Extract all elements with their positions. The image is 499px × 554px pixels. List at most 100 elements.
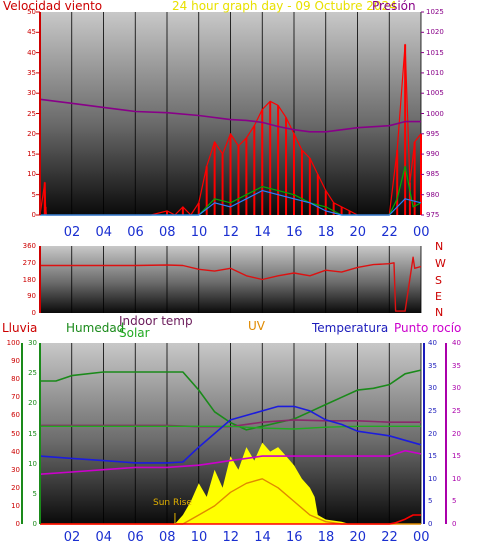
temp-y-tick: 20: [428, 429, 437, 438]
humidity-y-tick: 60: [11, 411, 20, 420]
x-tick-label: 08: [159, 225, 176, 240]
dewpoint-y-tick: 10: [452, 474, 461, 483]
humidity-y-tick: 0: [15, 520, 20, 528]
rain-y-tick: 5: [32, 489, 37, 498]
sunrise-marker-label: Sun Rise: [153, 498, 192, 508]
wind-y-tick: 25: [27, 109, 36, 118]
pressure-y-tick: 990: [426, 150, 440, 159]
pressure-line: [39, 98, 421, 133]
rain-y-tick: 20: [28, 399, 37, 408]
x-tick-label: 18: [317, 225, 335, 240]
compass-label: W: [435, 257, 446, 270]
temperature-label: Temperatura: [312, 321, 389, 335]
x-tick-label: 16: [286, 225, 303, 240]
x-tick-label: 00: [413, 530, 430, 545]
pressure-y-tick: 1015: [426, 48, 444, 57]
x-tick-label: 04: [95, 225, 113, 240]
uv-line: [40, 478, 421, 525]
wind-y-tick: 35: [27, 68, 36, 77]
wind-avg-line: [40, 190, 422, 216]
x-tick-label: 12: [222, 530, 240, 545]
solar-radiation-area: [40, 442, 421, 524]
compass-label: N: [435, 306, 444, 319]
x-tick-label: 06: [127, 225, 144, 240]
wind-y-tick: 20: [27, 129, 36, 138]
pressure-title: Presión: [372, 0, 416, 13]
x-tick-label: 22: [381, 530, 398, 545]
temp-y-tick: 25: [428, 406, 437, 415]
x-tick-label: 00: [413, 225, 430, 240]
direction-y-tick: 360: [22, 242, 36, 250]
compass-label: S: [435, 274, 442, 287]
humidity-y-tick: 50: [11, 429, 20, 438]
pressure-y-tick: 1025: [426, 8, 444, 16]
wind-y-tick: 10: [27, 170, 36, 179]
pressure-y-tick: 975: [426, 211, 440, 219]
wind-y-tick: 45: [27, 28, 36, 37]
wind-y-tick: 30: [27, 89, 36, 98]
x-tick-label: 12: [222, 225, 240, 240]
series-lines: [39, 43, 422, 525]
rain-y-tick: 10: [28, 459, 37, 468]
x-tick-label: 04: [95, 530, 113, 545]
pressure-y-tick: 995: [426, 129, 440, 138]
dewpoint-y-tick: 40: [452, 339, 461, 347]
rain-y-tick: 15: [28, 429, 37, 438]
x-tick-label: 14: [254, 225, 271, 240]
humidity-y-tick: 100: [6, 339, 20, 347]
x-tick-label: 06: [127, 530, 144, 545]
x-tick-label: 22: [381, 225, 398, 240]
pressure-y-tick: 1005: [426, 89, 444, 98]
temp-y-tick: 10: [428, 474, 437, 483]
rain-label: Lluvia: [2, 321, 38, 335]
temp-y-tick: 40: [428, 339, 437, 347]
pressure-y-tick: 1010: [426, 68, 444, 77]
temp-y-tick: 5: [428, 497, 433, 506]
chart-title: 24 hour graph day - 09 Octubre 2024: [172, 0, 397, 13]
direction-y-tick: 270: [22, 258, 36, 267]
dewpoint-y-tick: 35: [452, 361, 461, 370]
rain-y-tick: 30: [28, 339, 37, 347]
x-tick-label: 14: [254, 530, 271, 545]
x-tick-label: 02: [63, 225, 81, 240]
dewpoint-y-tick: 15: [452, 452, 461, 461]
x-tick-label: 20: [349, 225, 367, 240]
dewpoint-y-tick: 25: [452, 406, 461, 415]
dewpoint-y-tick: 30: [452, 384, 461, 393]
pressure-y-tick: 985: [426, 170, 440, 179]
x-tick-label: 02: [63, 530, 81, 545]
temp-y-tick: 35: [428, 361, 437, 370]
humidity-y-tick: 40: [11, 447, 20, 456]
rain-y-tick: 0: [32, 520, 37, 528]
rain-line: [40, 514, 421, 525]
pressure-y-tick: 1000: [426, 109, 444, 118]
compass-label: E: [435, 290, 442, 303]
direction-line: [40, 256, 422, 312]
temp-y-tick: 30: [428, 384, 437, 393]
dewpoint-y-tick: 5: [452, 497, 457, 506]
temperature-line: [39, 405, 422, 464]
x-tick-label: 10: [190, 530, 208, 545]
x-tick-label: 20: [349, 530, 367, 545]
x-tick-label: 18: [317, 530, 335, 545]
humidity-y-tick: 90: [11, 357, 20, 366]
dewpoint-y-tick: 0: [452, 520, 457, 528]
pressure-y-tick: 1020: [426, 28, 444, 37]
indoor-temp-line: [40, 419, 421, 428]
wind-y-tick: 5: [31, 190, 36, 199]
indoor-temp-label: Indoor temp: [119, 314, 193, 328]
humidity-y-tick: 80: [11, 375, 20, 384]
compass-label: N: [435, 240, 444, 253]
dewpoint-y-tick: 20: [452, 429, 461, 438]
temp-y-tick: 15: [428, 452, 437, 461]
solar-label: Solar: [119, 326, 150, 340]
rain-y-tick: 25: [28, 369, 37, 378]
uv-label: UV: [248, 319, 265, 333]
wind-y-tick: 15: [27, 150, 36, 159]
wind-y-tick: 0: [31, 211, 36, 219]
direction-y-tick: 90: [27, 292, 36, 301]
x-tick-label: 16: [286, 530, 303, 545]
dewpoint-label: Punto rocío: [394, 321, 462, 335]
humidity-y-tick: 70: [11, 393, 20, 402]
